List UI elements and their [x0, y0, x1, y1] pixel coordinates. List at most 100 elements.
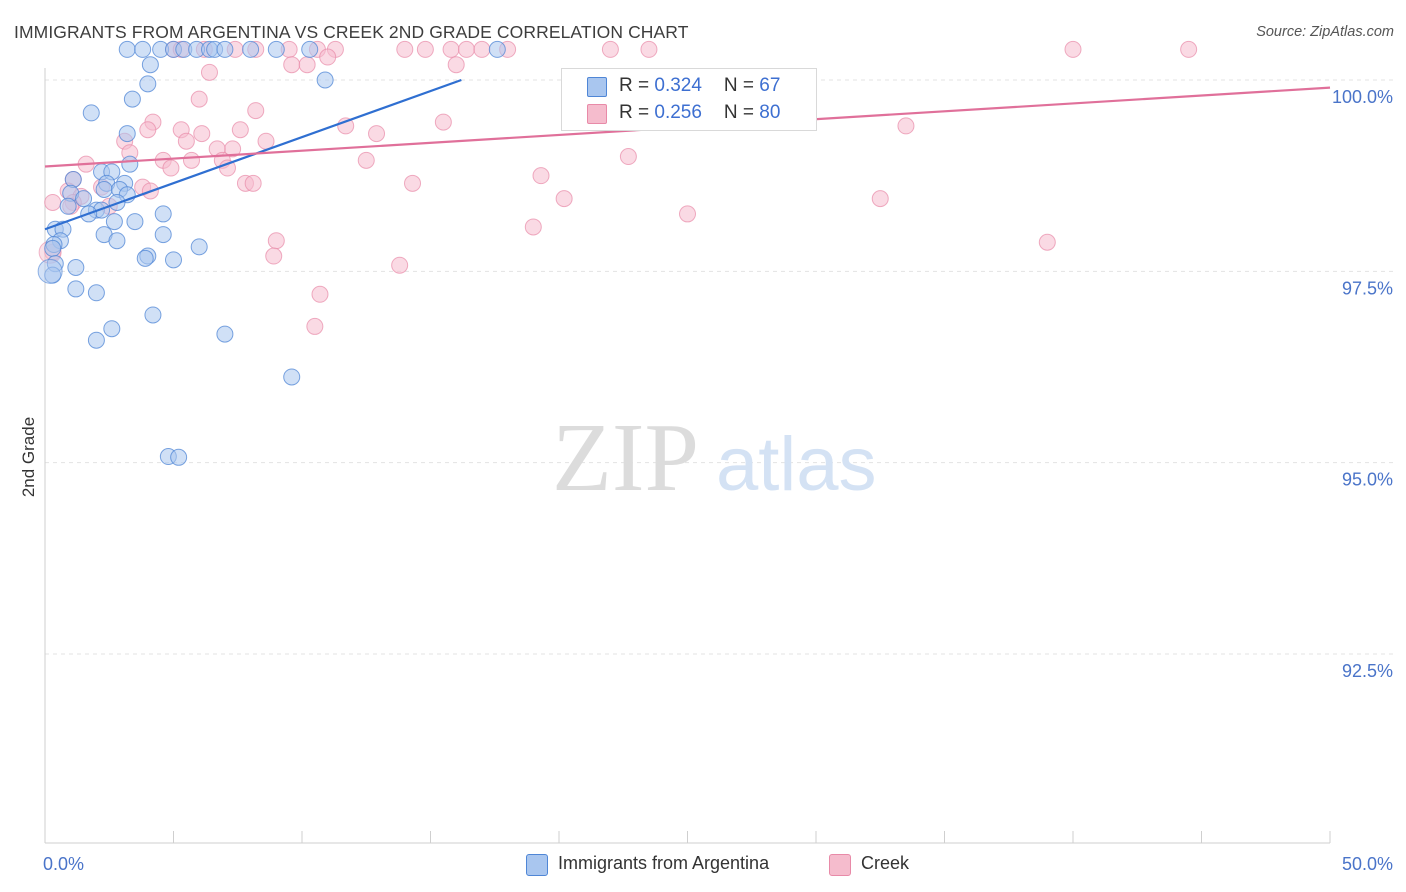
argentina-point — [37, 258, 63, 284]
source-credit: Source: ZipAtlas.com — [1256, 24, 1394, 40]
legend-label: Creek — [861, 853, 910, 873]
creek-point — [357, 151, 375, 169]
y-axis-title: 2nd Grade — [19, 417, 38, 497]
y-tick-label: 95.0% — [1342, 470, 1393, 490]
watermark-zip: ZIP — [552, 404, 699, 512]
creek-point — [177, 132, 195, 150]
argentina-point — [118, 40, 136, 58]
chart-title: IMMIGRANTS FROM ARGENTINA VS CREEK 2ND G… — [14, 22, 689, 42]
argentina-point — [82, 104, 100, 122]
creek-point — [267, 232, 285, 250]
argentina-point — [488, 40, 506, 58]
argentina-points — [37, 40, 506, 466]
argentina-point — [75, 190, 93, 208]
creek-swatch — [587, 104, 607, 124]
argentina-point — [154, 205, 172, 223]
creek-point — [532, 167, 550, 185]
creek-point — [601, 40, 619, 58]
argentina-point — [64, 170, 82, 188]
creek-point — [1038, 233, 1056, 251]
x-tick-label: 0.0% — [43, 854, 84, 874]
stats-text: R = 0.256 N = 80 — [619, 102, 780, 124]
argentina-point — [170, 448, 188, 466]
creek-point — [679, 205, 696, 223]
argentina-point — [141, 56, 159, 74]
x-tick-label: 50.0% — [1342, 854, 1393, 874]
creek-point — [190, 90, 208, 108]
argentina-point — [67, 259, 85, 277]
argentina-point — [267, 40, 285, 58]
creek-point — [283, 56, 301, 74]
argentina-point — [87, 284, 105, 302]
creek-point — [871, 190, 889, 208]
creek-point — [396, 40, 414, 58]
creek-point — [265, 247, 283, 265]
creek-point — [319, 48, 337, 66]
argentina-point — [44, 239, 62, 257]
watermark: ZIP atlas — [552, 404, 877, 512]
creek-point — [416, 40, 434, 58]
n-value: 80 — [759, 102, 781, 123]
creek-point — [306, 317, 324, 335]
argentina-point — [190, 238, 208, 256]
creek-point — [368, 125, 386, 143]
creek-point — [257, 132, 275, 150]
creek-point — [162, 159, 180, 177]
n-value: 67 — [759, 75, 781, 96]
creek-point — [524, 218, 542, 236]
creek-point — [442, 40, 460, 58]
argentina-point — [283, 368, 301, 386]
argentina-point — [144, 306, 162, 324]
argentina-point — [59, 197, 77, 215]
creek-point — [619, 148, 637, 166]
creek-point — [473, 40, 491, 58]
argentina-point — [95, 180, 113, 198]
r-value: 0.256 — [654, 102, 702, 123]
n-label: N = — [723, 75, 760, 96]
argentina-point — [316, 71, 334, 89]
argentina-point — [242, 40, 260, 58]
stats-legend: R = 0.324 N = 67 R = 0.256 N = 80 — [561, 68, 817, 131]
creek-point — [182, 151, 200, 169]
creek-point — [298, 56, 316, 74]
r-label: R = — [619, 75, 655, 96]
r-value: 0.324 — [654, 75, 702, 96]
n-label: N = — [723, 102, 760, 123]
argentina-point — [216, 40, 234, 58]
stats-text: R = 0.324 N = 67 — [619, 75, 780, 97]
argentina-point — [87, 331, 105, 349]
argentina-point — [216, 325, 234, 343]
argentina-point — [139, 75, 157, 93]
creek-point — [218, 159, 236, 177]
watermark-atlas: atlas — [716, 422, 877, 507]
creek-point — [244, 174, 262, 192]
creek-legend-swatch — [829, 854, 851, 876]
creek-point — [1180, 40, 1198, 58]
y-tick-label: 92.5% — [1342, 661, 1393, 681]
creek-point — [457, 40, 475, 58]
argentina-point — [67, 280, 85, 298]
creek-point — [44, 193, 62, 211]
creek-point — [447, 56, 465, 74]
creek-point — [404, 174, 422, 192]
argentina-point — [108, 232, 126, 250]
creek-point — [1064, 40, 1082, 58]
argentina-point — [165, 251, 182, 269]
r-label: R = — [619, 102, 655, 123]
argentina-point — [154, 226, 172, 244]
axes — [44, 68, 1331, 844]
argentina-point — [126, 213, 144, 231]
creek-point — [200, 63, 218, 81]
creek-point — [231, 121, 249, 139]
creek-point — [193, 125, 211, 143]
argentina-point — [123, 90, 141, 108]
creek-point — [139, 121, 157, 139]
x-tick-labels: 0.0% 50.0% — [43, 854, 1393, 874]
argentina-point — [103, 320, 121, 338]
argentina-legend-swatch — [526, 854, 548, 876]
argentina-point — [134, 40, 152, 58]
y-tick-label: 100.0% — [1332, 87, 1393, 107]
y-tick-labels: 92.5% 95.0% 97.5% 100.0% — [1332, 87, 1393, 681]
argentina-swatch — [587, 77, 607, 97]
